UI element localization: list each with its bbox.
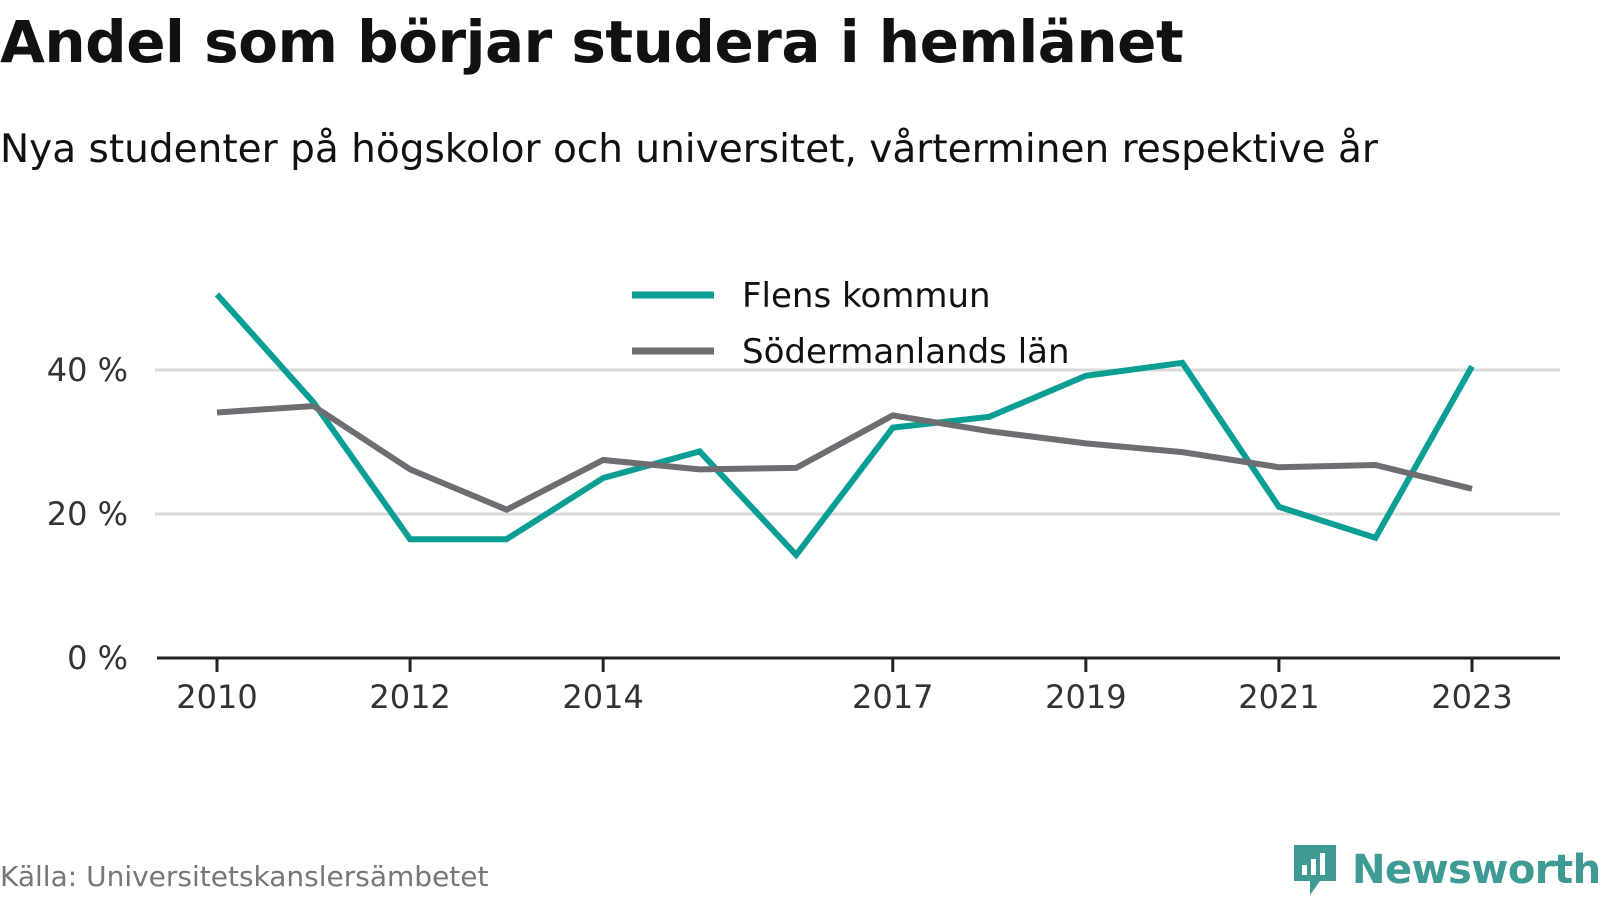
- brand-logo: Newsworthy: [1290, 838, 1600, 902]
- brand-name: Newsworthy: [1352, 847, 1600, 893]
- legend-label: Flens kommun: [742, 276, 991, 316]
- series-line-sodermanland: [216, 402, 1473, 514]
- x-tick-label: 2012: [369, 678, 450, 716]
- series-line-flen: [214, 292, 1475, 560]
- legend: Flens kommun Södermanlands län: [617, 268, 1087, 372]
- x-tick-label: 2017: [852, 678, 933, 716]
- series-lines: [214, 292, 1475, 560]
- axes: 0 % 20 % 40 % 2010 2012 2014 2017 2019 2021 2023: [47, 351, 1560, 716]
- y-tick-label: 40 %: [47, 351, 128, 389]
- y-tick-label: 0 %: [67, 639, 128, 677]
- y-tick-label: 20 %: [47, 495, 128, 533]
- x-tick-label: 2010: [176, 678, 257, 716]
- x-tick-label: 2014: [562, 678, 643, 716]
- chart-subtitle: Nya studenter på högskolor och universit…: [0, 127, 1378, 172]
- x-tick-label: 2021: [1238, 678, 1319, 716]
- x-tick-label: 2019: [1045, 678, 1126, 716]
- chart-title: Andel som börjar studera i hemlänet: [0, 8, 1184, 76]
- source-note: Källa: Universitetskanslersämbetet: [0, 860, 489, 893]
- line-chart: 0 %20 %40 %2010 2012 2014 2017 2019 2021 2023 …: [46, 268, 1560, 716]
- x-tick-label: 2023: [1431, 678, 1512, 716]
- newsworthy-logo-icon: [1294, 845, 1336, 895]
- legend-label: Södermanlands län: [742, 332, 1070, 372]
